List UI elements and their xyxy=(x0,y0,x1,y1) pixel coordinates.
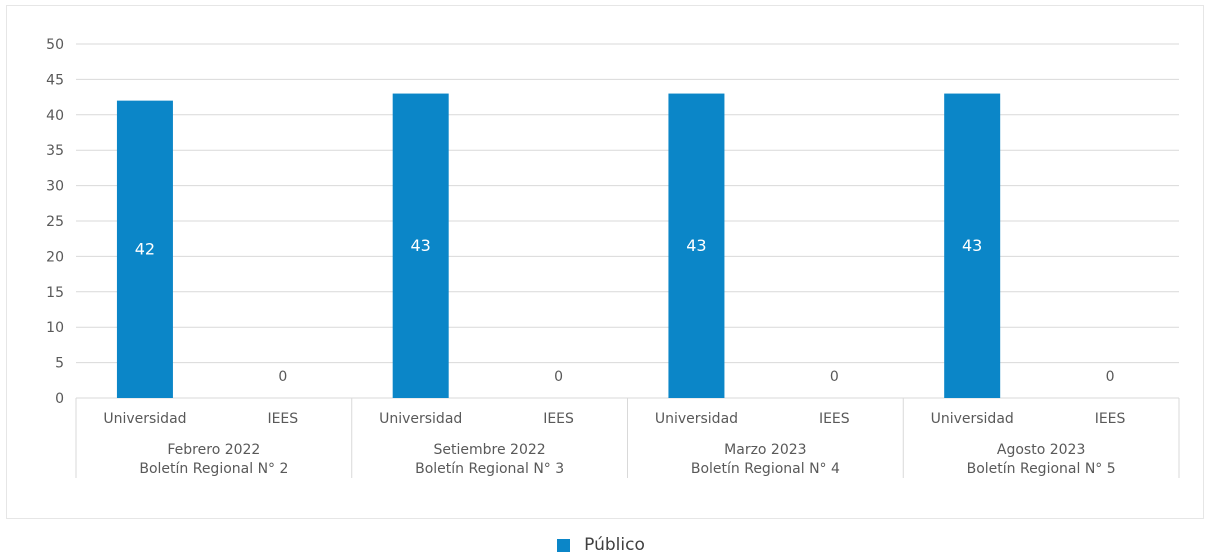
group-sublabel-3: Boletín Regional N° 4 xyxy=(691,461,840,477)
x-category-label-7: Universidad xyxy=(931,411,1014,427)
y-tick-label-35: 35 xyxy=(46,143,64,159)
chart-frame: 0 5 10 15 20 25 30 35 40 45 50 42 Universidad 0 IEES 43… xyxy=(6,5,1204,519)
y-tick-label-10: 10 xyxy=(46,320,64,336)
group-sublabel-2: Boletín Regional N° 3 xyxy=(415,461,564,477)
x-category-label-2: IEES xyxy=(267,411,298,427)
group-label-2: Setiembre 2022 xyxy=(434,442,546,458)
y-tick-label-0: 0 xyxy=(55,391,64,407)
legend-swatch-publico xyxy=(557,538,571,552)
group-label-3: Marzo 2023 xyxy=(724,442,806,458)
bar-chart: 0 5 10 15 20 25 30 35 40 45 50 42 Universidad 0 IEES 43… xyxy=(46,37,1180,478)
y-tick-label-20: 20 xyxy=(46,249,64,265)
bar-1 xyxy=(116,100,173,398)
data-label-7: 43 xyxy=(962,236,982,255)
x-category-label-1: Universidad xyxy=(103,411,186,427)
data-label-8: 0 xyxy=(1106,369,1115,385)
group-label-4: Agosto 2023 xyxy=(997,442,1085,458)
y-tick-label-5: 5 xyxy=(55,356,64,372)
x-category-label-5: Universidad xyxy=(655,411,738,427)
x-category-label-3: Universidad xyxy=(379,411,462,427)
y-tick-label-25: 25 xyxy=(46,214,64,230)
x-category-label-6: IEES xyxy=(819,411,850,427)
data-label-2: 0 xyxy=(278,369,287,385)
data-label-6: 0 xyxy=(830,369,839,385)
y-tick-label-50: 50 xyxy=(46,37,64,53)
y-tick-label-15: 15 xyxy=(46,285,64,301)
bar-5 xyxy=(668,93,725,398)
data-label-5: 43 xyxy=(686,236,706,255)
data-label-3: 43 xyxy=(411,236,431,255)
data-label-4: 0 xyxy=(554,369,563,385)
y-tick-label-45: 45 xyxy=(46,72,64,88)
group-label-1: Febrero 2022 xyxy=(167,442,260,458)
x-category-label-8: IEES xyxy=(1095,411,1126,427)
data-label-1: 42 xyxy=(135,239,155,258)
y-tick-label-40: 40 xyxy=(46,108,64,124)
group-sublabel-4: Boletín Regional N° 5 xyxy=(967,461,1116,477)
bar-3 xyxy=(392,93,449,398)
bar-7 xyxy=(944,93,1001,398)
y-tick-label-30: 30 xyxy=(46,179,64,195)
legend: Público xyxy=(0,535,1210,555)
group-sublabel-1: Boletín Regional N° 2 xyxy=(139,461,288,477)
x-category-label-4: IEES xyxy=(543,411,574,427)
legend-label-publico: Público xyxy=(584,535,645,555)
